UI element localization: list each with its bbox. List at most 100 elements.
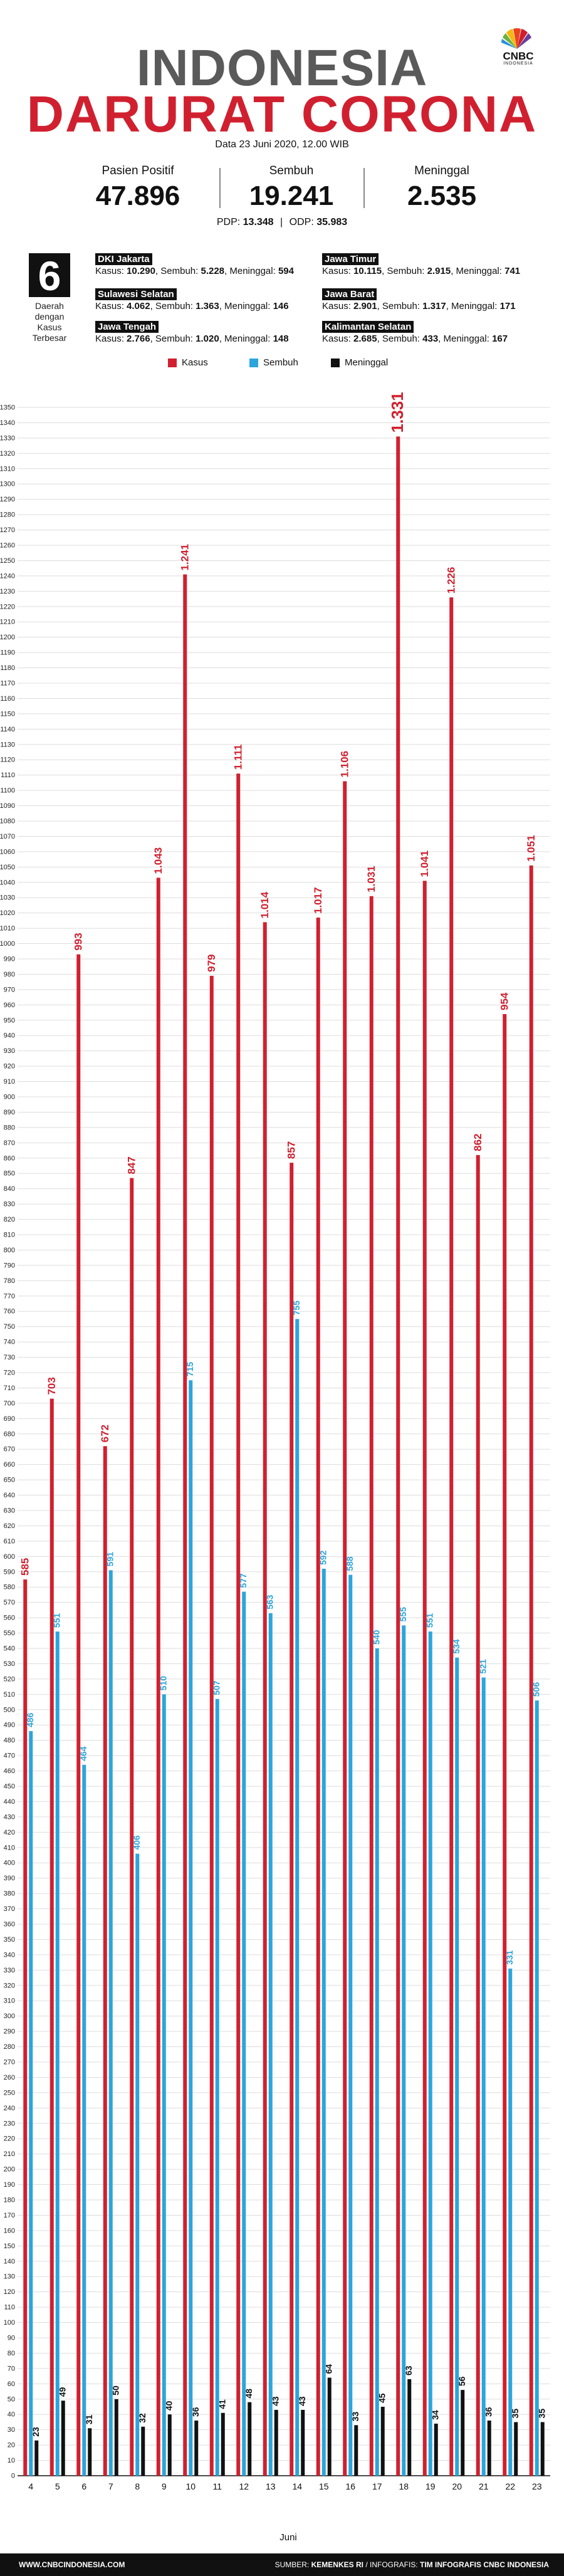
kasus-label: Kasus: [95, 301, 124, 312]
data-label-meninggal: 33 [350, 2412, 360, 2422]
data-label-sembuh: 464 [78, 1746, 88, 1761]
bar-sembuh [428, 1631, 432, 2476]
bar-kasus [369, 896, 373, 2476]
data-label-meninggal: 48 [244, 2389, 254, 2399]
meninggal-label: Meninggal: [224, 333, 271, 344]
data-label-meninggal: 43 [270, 2396, 280, 2406]
data-label-meninggal: 63 [404, 2365, 414, 2375]
bar-meninggal [380, 2407, 385, 2476]
data-label-sembuh: 563 [264, 1594, 274, 1610]
bar-sembuh [508, 1968, 513, 2476]
data-label-sembuh: 592 [318, 1550, 328, 1565]
chart-legend: Kasus Sembuh Meninggal [0, 357, 564, 370]
meninggal-label: Meninggal: [456, 266, 502, 276]
pdp-odp-line: PDP: 13.348 | ODP: 35.983 [0, 217, 564, 228]
y-tick-label: 290 [4, 2028, 15, 2036]
y-tick-label: 170 [4, 2212, 15, 2219]
y-tick-label: 670 [4, 1446, 15, 1453]
y-tick-label: 190 [4, 2181, 15, 2189]
y-tick-label: 590 [4, 1568, 15, 1576]
label-line: Daerah [35, 301, 64, 311]
y-tick-label: 450 [4, 1783, 15, 1791]
odp-label: ODP: [289, 217, 314, 228]
y-tick-label: 480 [4, 1737, 15, 1744]
y-tick-label: 1160 [0, 695, 15, 703]
data-label-kasus: 703 [46, 1377, 58, 1395]
stat-value: 2.535 [407, 181, 477, 211]
title-line2: DARURAT CORONA [26, 86, 538, 143]
brand-sub: INDONESIA [503, 61, 533, 66]
data-label-sembuh: 510 [158, 1676, 168, 1691]
data-label-meninggal: 34 [430, 2410, 440, 2420]
y-tick-label: 10 [8, 2457, 15, 2464]
sembuh-label: Sembuh: [382, 333, 420, 344]
y-tick-label: 1200 [0, 634, 15, 641]
bar-kasus [236, 773, 241, 2476]
y-tick-label: 1100 [0, 787, 15, 795]
y-tick-label: 1230 [0, 588, 15, 595]
y-tick-label: 370 [4, 1905, 15, 1913]
y-tick-label: 810 [4, 1232, 15, 1239]
data-label-meninggal: 49 [57, 2387, 67, 2397]
label-line: dengan [34, 312, 65, 322]
data-label-kasus: 1.041 [419, 851, 431, 877]
bar-kasus [23, 1579, 28, 2476]
y-tick-label: 750 [4, 1323, 15, 1331]
y-tick-label: 0 [11, 2473, 15, 2480]
region-name: Sulawesi Selatan [95, 288, 177, 300]
y-tick-label: 960 [4, 1002, 15, 1009]
y-tick-label: 1190 [0, 649, 15, 657]
region-item: Jawa Tengah Kasus: 2.766, Sembuh: 1.020, … [95, 321, 289, 345]
kasus-value: 2.766 [127, 333, 150, 344]
bar-sembuh [29, 1731, 33, 2476]
x-tick-label: 13 [266, 2481, 276, 2491]
y-tick-label: 720 [4, 1369, 15, 1377]
bar-meninggal [514, 2422, 518, 2476]
report-date: Data 23 Juni 2020, 12.00 WIB [215, 139, 349, 150]
sembuh-value: 1.363 [196, 301, 219, 312]
bar-sembuh [189, 1380, 193, 2476]
data-label-kasus: 1.226 [446, 567, 457, 594]
y-tick-label: 380 [4, 1890, 15, 1898]
y-tick-label: 350 [4, 1936, 15, 1944]
bar-meninggal [194, 2421, 199, 2476]
y-tick-label: 250 [4, 2089, 15, 2097]
y-tick-label: 1350 [0, 404, 15, 412]
footer-site: WWW.CNBCINDONESIA.COM [19, 2560, 125, 2569]
y-tick-label: 790 [4, 1262, 15, 1269]
legend-swatch [331, 358, 340, 367]
y-tick-label: 320 [4, 1982, 15, 1989]
pdp-odp-separator: | [280, 217, 283, 228]
x-tick-label: 7 [108, 2481, 113, 2491]
y-tick-label: 970 [4, 986, 15, 993]
sembuh-value: 5.228 [201, 266, 225, 276]
bar-sembuh [455, 1657, 459, 2476]
region-detail: Kasus: 2.766, Sembuh: 1.020, Meninggal: … [95, 333, 289, 344]
region-name: Jawa Barat [322, 288, 377, 300]
y-tick-label: 760 [4, 1308, 15, 1316]
meninggal-label: Meninggal: [229, 266, 276, 276]
bar-sembuh [215, 1699, 219, 2476]
region-detail: Kasus: 4.062, Sembuh: 1.363, Meninggal: … [95, 301, 289, 312]
legend-kasus: Kasus [168, 357, 208, 368]
y-tick-label: 820 [4, 1216, 15, 1223]
bar-sembuh [348, 1574, 353, 2476]
y-tick-label: 1340 [0, 419, 15, 427]
y-tick-label: 120 [4, 2288, 15, 2296]
bar-kasus [503, 1014, 507, 2476]
data-label-meninggal: 56 [457, 2376, 467, 2386]
y-tick-label: 80 [8, 2350, 15, 2357]
x-tick-label: 18 [399, 2481, 409, 2491]
pdp-label: PDP: [216, 217, 241, 228]
y-tick-label: 1280 [0, 511, 15, 519]
meninggal-label: Meninggal: [451, 301, 498, 312]
y-tick-label: 420 [4, 1829, 15, 1836]
y-tick-label: 890 [4, 1109, 15, 1116]
data-label-kasus: 857 [286, 1141, 298, 1159]
y-tick-label: 1240 [0, 572, 15, 580]
bar-meninggal [141, 2426, 145, 2476]
y-tick-label: 710 [4, 1385, 15, 1392]
sembuh-label: Sembuh: [155, 301, 193, 312]
y-tick-label: 1050 [0, 864, 15, 871]
bar-kasus [316, 918, 320, 2476]
